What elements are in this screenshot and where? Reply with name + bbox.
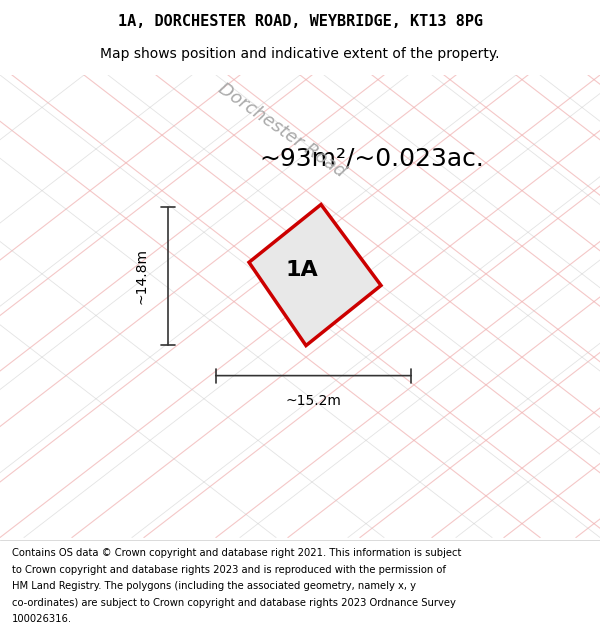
Text: co-ordinates) are subject to Crown copyright and database rights 2023 Ordnance S: co-ordinates) are subject to Crown copyr… [12,598,456,608]
Text: 100026316.: 100026316. [12,614,72,624]
Text: Dorchester Road: Dorchester Road [215,80,349,181]
Text: ~93m²/~0.023ac.: ~93m²/~0.023ac. [260,146,484,170]
Text: ~14.8m: ~14.8m [134,248,148,304]
Text: 1A: 1A [286,260,319,280]
Text: to Crown copyright and database rights 2023 and is reproduced with the permissio: to Crown copyright and database rights 2… [12,564,446,574]
Polygon shape [249,204,381,346]
Text: Contains OS data © Crown copyright and database right 2021. This information is : Contains OS data © Crown copyright and d… [12,548,461,558]
Text: ~15.2m: ~15.2m [286,394,341,408]
Text: Map shows position and indicative extent of the property.: Map shows position and indicative extent… [100,47,500,61]
Text: HM Land Registry. The polygons (including the associated geometry, namely x, y: HM Land Registry. The polygons (includin… [12,581,416,591]
Text: 1A, DORCHESTER ROAD, WEYBRIDGE, KT13 8PG: 1A, DORCHESTER ROAD, WEYBRIDGE, KT13 8PG [118,14,482,29]
